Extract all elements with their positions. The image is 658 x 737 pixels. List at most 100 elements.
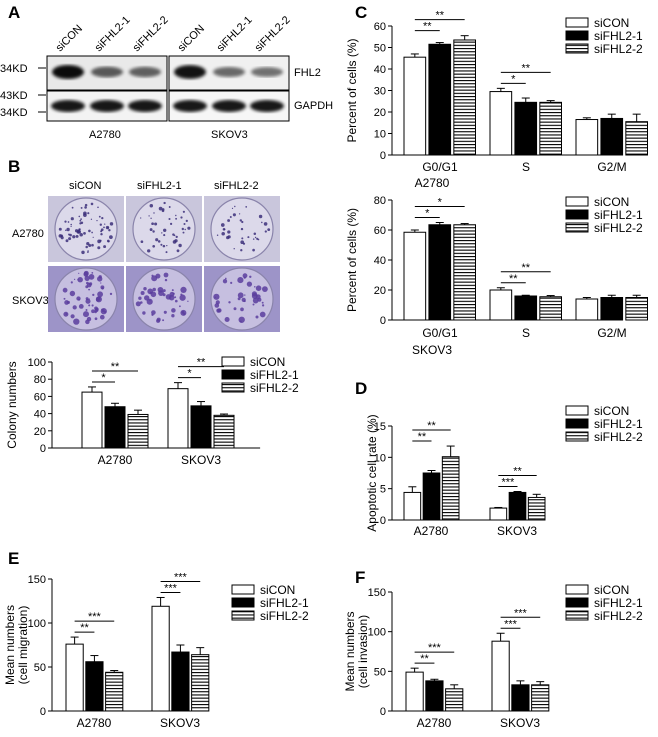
legend-swatch [565, 431, 589, 442]
legend-swatch [231, 584, 255, 595]
significance-label: ** [418, 431, 427, 443]
colony-dot [91, 231, 93, 234]
colony-dot [63, 311, 69, 317]
y-tick-label: 10 [374, 129, 386, 141]
cell-cycle-a2780-chart: 0 10 20 30 40 50 60 Percent of cells (%) G0/G1 S G… [345, 10, 648, 190]
colony-dot [100, 232, 103, 236]
colony-row-label-a2780: A2780 [12, 228, 44, 240]
colony-dot [180, 286, 187, 294]
legend-label: siFHL2-1 [594, 208, 643, 222]
cell-line-label-skov3: SKOV3 [211, 129, 248, 141]
colony-dot [95, 307, 99, 312]
bar-sifhl2-1 [511, 684, 530, 712]
colony-dot [239, 219, 242, 222]
colony-dot [86, 281, 89, 285]
colony-dot [109, 222, 114, 226]
colony-dot [164, 278, 168, 282]
colony-dot [258, 214, 263, 219]
colony-dot [241, 220, 244, 224]
colony-dot [259, 311, 266, 318]
fhl2-band [251, 67, 283, 77]
protein-label-gapdh: GAPDH [294, 100, 333, 112]
colony-dot [97, 291, 103, 298]
colony-dot [70, 281, 73, 284]
legend-swatch [565, 418, 589, 429]
lane-label: siFHL2-1 [215, 14, 255, 54]
legend-label: siFHL2-1 [250, 368, 299, 382]
panel-letter-a: A [8, 3, 20, 22]
bar-sifhl2-1 [85, 661, 104, 712]
colony-dot [162, 319, 165, 322]
colony-dot [185, 219, 188, 223]
legend-label: siFHL2-2 [260, 609, 309, 623]
colony-dot [109, 292, 113, 296]
colony-dot [176, 249, 180, 253]
marker-label-34kd-bottom: 34KD [0, 107, 28, 119]
colony-dot [240, 307, 244, 312]
colony-dot [157, 240, 161, 243]
colony-dot [179, 305, 181, 308]
colony-dot [65, 239, 69, 243]
legend-swatch [221, 356, 245, 367]
colony-dot [261, 286, 268, 293]
colony-dot [243, 300, 246, 303]
colony-dot [87, 250, 89, 252]
colony-dot [83, 270, 89, 276]
y-tick-label: 60 [374, 21, 386, 33]
colony-dot [249, 275, 252, 278]
colony-dot [224, 316, 230, 323]
bar-sifhl2-2 [625, 121, 648, 156]
colony-dot [99, 239, 102, 242]
colony-col-label-sifhl2-2: siFHL2-2 [214, 180, 259, 192]
y-tick-label: 100 [368, 627, 386, 639]
colony-dot [221, 232, 225, 236]
significance-label: * [438, 197, 443, 209]
legend-label: siFHL2-1 [594, 29, 643, 43]
chart-title: A2780 [415, 176, 450, 190]
y-tick-label: 0 [380, 315, 386, 327]
panel-letter-f: F [355, 568, 365, 587]
colony-dot [88, 288, 91, 291]
significance-label: ** [197, 357, 206, 369]
legend-swatch [565, 196, 589, 207]
significance-label: ** [111, 361, 120, 373]
colony-dot [255, 294, 261, 300]
colony-dot [165, 251, 168, 254]
bar-sicon [575, 119, 599, 156]
colony-dot [97, 246, 101, 250]
x-tick-label: SKOV3 [181, 453, 221, 467]
y-tick-label: 100 [28, 357, 46, 369]
colony-dot [62, 287, 68, 293]
legend-swatch [231, 597, 255, 608]
colony-dot [166, 244, 168, 247]
colony-dot [240, 227, 244, 231]
colony-dot [88, 304, 91, 307]
y-tick-label: 30 [374, 86, 386, 98]
colony-col-label-sicon: siCON [69, 180, 101, 192]
colony-dot [140, 290, 145, 296]
bar-sifhl2-1 [190, 405, 212, 449]
colony-dot [241, 237, 244, 240]
significance-label: ** [427, 420, 436, 432]
colony-dot [78, 272, 80, 274]
significance-label: ** [435, 10, 444, 22]
colony-dot [174, 299, 178, 303]
colony-row-label-skov3: SKOV3 [12, 295, 49, 307]
bar-sicon [403, 491, 422, 521]
colony-dot [81, 250, 85, 255]
colony-dot [175, 217, 178, 220]
colony-dot [229, 216, 232, 218]
gapdh-band [51, 100, 85, 112]
colony-dot [158, 206, 163, 211]
colony-dot [77, 279, 79, 281]
chart-title: SKOV3 [412, 343, 452, 357]
significance-label: * [101, 372, 106, 384]
colony-dot [187, 300, 189, 302]
legend-label: siCON [594, 195, 629, 209]
colony-dot [70, 225, 72, 228]
colony-dot [163, 272, 169, 278]
legend-label: siFHL2-2 [594, 430, 643, 444]
legend-swatch [565, 17, 589, 28]
colony-dot [163, 228, 167, 232]
